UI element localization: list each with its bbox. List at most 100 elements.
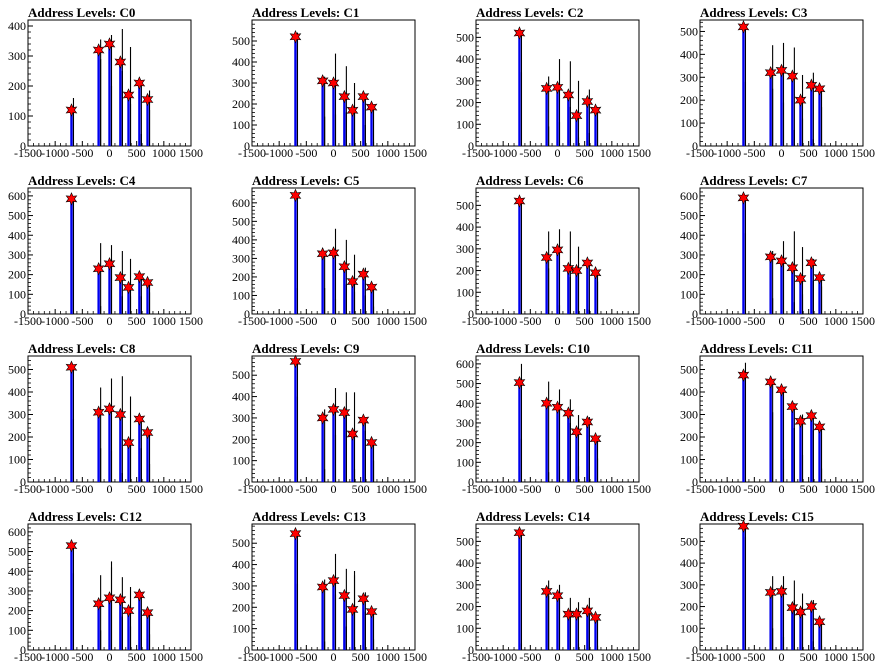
star-marker xyxy=(794,605,807,619)
chart-panel-c2: Address Levels: C2 0 100 200 300 400 500 -1500-… xyxy=(448,0,672,168)
bar xyxy=(138,83,141,146)
y-tick-label: 100 xyxy=(8,453,26,467)
chart-panel-c5: Address Levels: C5 0 100 200 300 400 500 600 -15… xyxy=(224,168,448,336)
y-tick-label: 600 xyxy=(8,525,26,539)
star-marker xyxy=(805,599,818,614)
bar xyxy=(97,603,100,650)
star-marker xyxy=(338,260,351,274)
bar xyxy=(799,421,802,482)
bar xyxy=(138,419,141,482)
x-tick-label: -500 xyxy=(71,314,93,328)
x-tick-label: 500 xyxy=(800,146,818,160)
y-tick-label: 200 xyxy=(680,600,698,614)
star-marker xyxy=(562,406,575,420)
bar xyxy=(780,591,783,650)
chart-panel-c12: Address Levels: C12 0 100 200 300 400 500 600 -1… xyxy=(0,504,224,672)
x-tick-label: -1000 xyxy=(489,650,517,664)
star-marker xyxy=(589,610,602,625)
x-tick-label: 1000 xyxy=(600,482,624,496)
y-tick-label: 100 xyxy=(232,118,250,132)
bar xyxy=(818,621,821,650)
y-tick-label: 0 xyxy=(468,475,474,489)
star-marker xyxy=(775,254,788,268)
x-tick-label: -1500 xyxy=(686,482,714,496)
star-marker xyxy=(813,420,826,434)
x-tick-label: 1500 xyxy=(403,146,427,160)
y-tick-label: 400 xyxy=(232,390,250,404)
x-tick-label: 1000 xyxy=(600,314,624,328)
chart-svg: 0 100 200 300 400 500 -1500 -1000 -500 0 500 1000 15… xyxy=(680,519,875,664)
chart-title: Address Levels: C7 xyxy=(700,173,808,188)
bar xyxy=(818,277,821,314)
star-marker xyxy=(114,270,127,285)
bar xyxy=(108,408,111,482)
bar xyxy=(119,62,122,146)
y-tick-label: 100 xyxy=(8,623,26,637)
bar xyxy=(119,414,122,482)
chart-title: Address Levels: C5 xyxy=(252,173,360,188)
y-tick-label: 100 xyxy=(456,455,474,469)
star-marker xyxy=(65,192,78,206)
chart-panel-c7: Address Levels: C7 0 100 200 300 400 500 600 -15… xyxy=(672,168,896,336)
x-tick-label: -1000 xyxy=(265,482,293,496)
x-tick-label: -500 xyxy=(519,146,541,160)
star-marker xyxy=(133,269,146,284)
x-tick-label: -1500 xyxy=(462,650,490,664)
x-tick-label: 0 xyxy=(107,650,113,664)
y-tick-label: 0 xyxy=(692,139,698,153)
star-marker xyxy=(581,256,594,270)
star-marker xyxy=(551,243,564,257)
bar xyxy=(370,442,373,482)
x-tick-label: -1000 xyxy=(713,482,741,496)
y-tick-label: 100 xyxy=(456,117,474,131)
chart-title: Address Levels: C1 xyxy=(252,5,360,20)
bar xyxy=(362,96,365,146)
x-tick-label: -1000 xyxy=(489,314,517,328)
star-marker xyxy=(775,584,788,599)
bar xyxy=(545,403,548,482)
chart-svg: 0 100 200 300 400 500 -1500 -1000 -500 0 500 1000 15… xyxy=(232,354,427,496)
y-tick-label: 500 xyxy=(232,214,250,228)
bar xyxy=(127,287,130,314)
bar xyxy=(791,267,794,314)
bar xyxy=(518,382,521,482)
y-tick-label: 200 xyxy=(232,600,250,614)
bar xyxy=(70,367,73,482)
star-marker xyxy=(122,280,135,295)
y-tick-label: 100 xyxy=(456,621,474,635)
y-tick-label: 400 xyxy=(456,556,474,570)
star-marker xyxy=(581,604,594,618)
bar xyxy=(321,80,324,146)
x-tick-label: 1000 xyxy=(376,650,400,664)
star-marker xyxy=(513,375,526,390)
star-marker xyxy=(316,411,329,425)
bar xyxy=(575,614,578,650)
star-marker xyxy=(365,100,378,114)
chart-panel-c13: Address Levels: C13 0 100 200 300 400 500 -1500… xyxy=(224,504,448,672)
bar xyxy=(362,420,365,482)
star-marker xyxy=(357,89,370,104)
x-tick-label: -500 xyxy=(71,482,93,496)
x-tick-label: 500 xyxy=(352,146,370,160)
y-tick-label: 200 xyxy=(456,96,474,110)
x-tick-label: 1000 xyxy=(152,650,176,664)
star-marker xyxy=(338,89,351,104)
bar xyxy=(769,72,772,146)
bar xyxy=(97,412,100,482)
star-marker xyxy=(346,274,359,289)
bar xyxy=(556,249,559,314)
star-marker xyxy=(141,92,154,107)
bar xyxy=(146,99,149,146)
x-tick-label: -500 xyxy=(519,314,541,328)
x-tick-label: -1500 xyxy=(238,314,266,328)
bar xyxy=(799,278,802,314)
x-tick-label: -500 xyxy=(71,650,93,664)
star-marker xyxy=(805,78,818,93)
bar xyxy=(294,533,297,650)
y-tick-label: 500 xyxy=(456,30,474,44)
y-tick-label: 200 xyxy=(8,79,26,93)
bar xyxy=(518,532,521,650)
chart-title: Address Levels: C2 xyxy=(476,5,584,20)
bar xyxy=(545,88,548,146)
y-tick-label: 0 xyxy=(244,643,250,657)
